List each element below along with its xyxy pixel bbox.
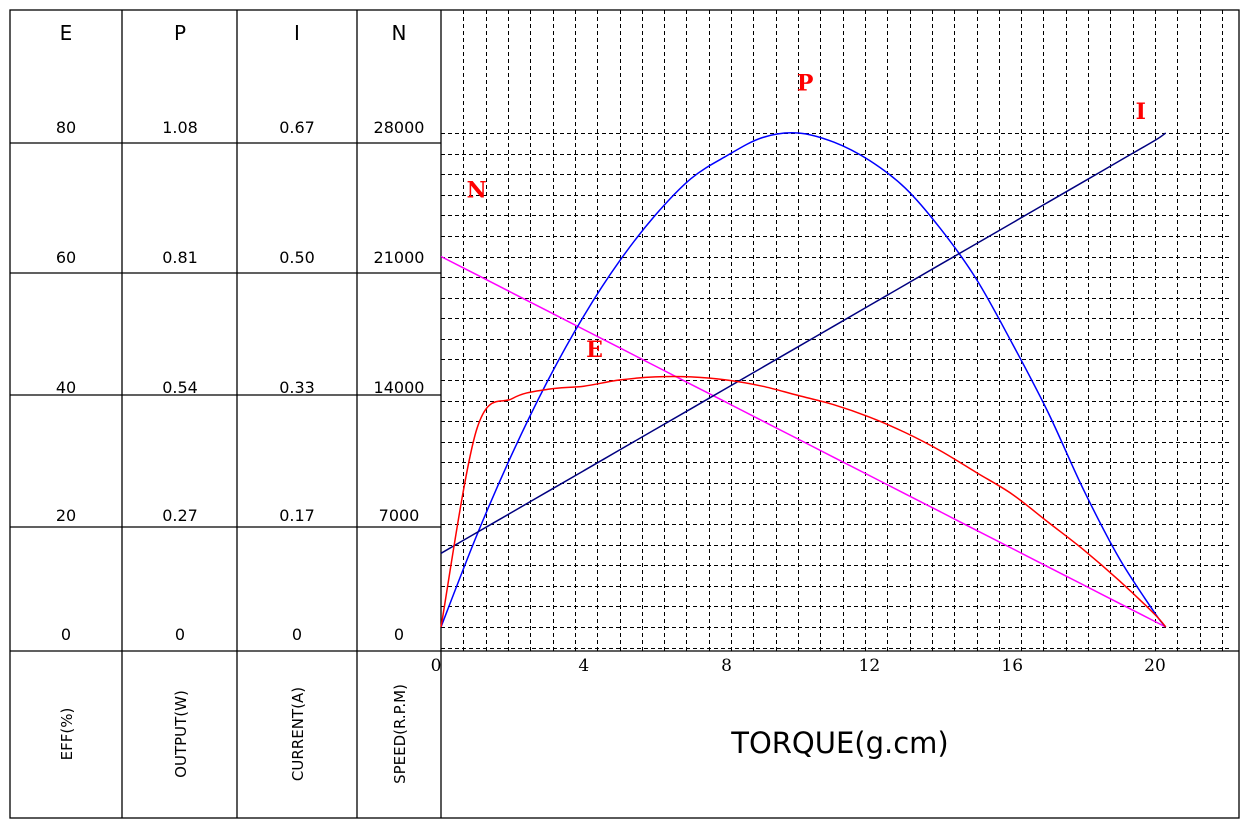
y-tick-label: 0.50 (279, 248, 315, 267)
y-tick-label: 14000 (374, 378, 425, 397)
y-tick-label: 20 (56, 506, 76, 525)
plot-grid (441, 10, 1230, 651)
output-axis-label: OUTPUT(W) (172, 690, 190, 778)
speed-curve-label: N (467, 177, 487, 203)
y-tick-label: 28000 (374, 118, 425, 137)
y-tick-label: 0 (61, 625, 71, 644)
y-tick-label: 0 (175, 625, 185, 644)
x-tick-label: 12 (859, 656, 881, 676)
x-tick-label: 4 (578, 656, 589, 676)
x-axis-label: TORQUE(g.cm) (730, 726, 949, 760)
y-tick-label: 21000 (374, 248, 425, 267)
y-tick-label: 7000 (379, 506, 420, 525)
current-curve-label: I (1136, 99, 1146, 125)
current-axis-label: CURRENT(A) (289, 687, 307, 781)
y-tick-label: 0.81 (162, 248, 198, 267)
y-tick-label: 0 (394, 625, 404, 644)
x-tick-label: 8 (721, 656, 732, 676)
x-tick-label: 20 (1144, 656, 1166, 676)
current-curve (440, 132, 1167, 554)
y-tick-label: 0.27 (162, 506, 198, 525)
y-tick-label: 0 (292, 625, 302, 644)
output-curve (440, 132, 1167, 628)
y-tick-label: 80 (56, 118, 76, 137)
y-tick-label: 0.54 (162, 378, 198, 397)
y-tick-label: 1.08 (162, 118, 198, 137)
efficiency-curve (440, 375, 1167, 628)
speed-axis-label: SPEED(R.P.M) (391, 684, 409, 784)
y-tick-label: 0.17 (279, 506, 315, 525)
current-header: I (294, 21, 300, 45)
x-tick-label: 0 (431, 656, 442, 676)
y-tick-label: 0.67 (279, 118, 315, 137)
chart-marks: E806040200EFF(%)P1.080.810.540.270OUTPUT… (56, 21, 1167, 784)
table-frame (9, 9, 1240, 819)
output-header: P (174, 21, 186, 45)
y-tick-label: 40 (56, 378, 76, 397)
y-tick-label: 0.33 (279, 378, 315, 397)
y-tick-label: 60 (56, 248, 76, 267)
speed-curve (440, 255, 1167, 628)
efficiency-curve-label: E (586, 337, 603, 363)
x-tick-label: 16 (1001, 656, 1023, 676)
outer-border (9, 9, 1240, 819)
speed-header: N (392, 21, 407, 45)
output-curve-label: P (797, 71, 814, 97)
efficiency-header: E (60, 21, 73, 45)
efficiency-axis-label: EFF(%) (58, 708, 76, 761)
